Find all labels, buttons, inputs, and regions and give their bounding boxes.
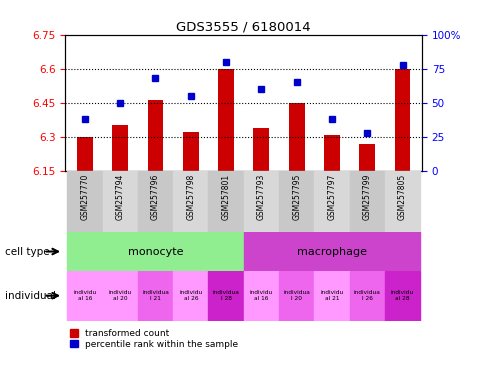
Text: GSM257793: GSM257793 [257, 174, 265, 220]
Bar [67, 171, 102, 232]
Bar [243, 171, 278, 232]
Text: GSM257799: GSM257799 [362, 174, 371, 220]
Text: individua
l 28: individua l 28 [212, 290, 239, 301]
Text: individu
al 20: individu al 20 [108, 290, 132, 301]
Bar [314, 271, 349, 321]
Bar [77, 137, 92, 171]
Text: individua
l 21: individua l 21 [142, 290, 168, 301]
Text: GSM257794: GSM257794 [116, 174, 124, 220]
Text: individua
l 20: individua l 20 [283, 290, 309, 301]
Text: monocyte: monocyte [127, 247, 183, 257]
Bar [112, 126, 128, 171]
Bar [67, 271, 102, 321]
Text: cell type: cell type [5, 247, 49, 257]
Legend: transformed count, percentile rank within the sample: transformed count, percentile rank withi… [70, 329, 238, 349]
Bar [208, 171, 243, 232]
Bar [349, 271, 384, 321]
Text: GSM257797: GSM257797 [327, 174, 336, 220]
Bar [137, 171, 173, 232]
Bar [278, 271, 314, 321]
Bar [384, 271, 419, 321]
Text: GSM257795: GSM257795 [291, 174, 301, 220]
Text: individu
al 26: individu al 26 [179, 290, 202, 301]
Text: GSM257798: GSM257798 [186, 174, 195, 220]
Bar [253, 128, 269, 171]
Bar [208, 271, 243, 321]
Text: macrophage: macrophage [296, 247, 366, 257]
Bar [384, 171, 419, 232]
Bar [323, 134, 339, 171]
Bar [359, 144, 375, 171]
Text: individu
al 16: individu al 16 [249, 290, 272, 301]
Title: GDS3555 / 6180014: GDS3555 / 6180014 [176, 20, 310, 33]
Bar [314, 171, 349, 232]
Bar [67, 232, 243, 271]
Bar [182, 132, 198, 171]
Bar [173, 271, 208, 321]
Bar [288, 103, 304, 171]
Bar [102, 271, 137, 321]
Text: individual: individual [5, 291, 56, 301]
Bar [349, 171, 384, 232]
Text: individu
al 21: individu al 21 [319, 290, 343, 301]
Bar [173, 171, 208, 232]
Bar [218, 69, 233, 171]
Bar [102, 171, 137, 232]
Bar [394, 69, 409, 171]
Text: GSM257801: GSM257801 [221, 174, 230, 220]
Text: individua
l 26: individua l 26 [353, 290, 380, 301]
Bar [137, 271, 173, 321]
Bar [243, 271, 278, 321]
Text: GSM257796: GSM257796 [151, 174, 160, 220]
Bar [278, 171, 314, 232]
Bar [243, 232, 419, 271]
Text: GSM257805: GSM257805 [397, 174, 406, 220]
Text: individu
al 28: individu al 28 [390, 290, 413, 301]
Text: individu
al 16: individu al 16 [73, 290, 96, 301]
Text: GSM257770: GSM257770 [80, 174, 89, 220]
Bar [147, 101, 163, 171]
